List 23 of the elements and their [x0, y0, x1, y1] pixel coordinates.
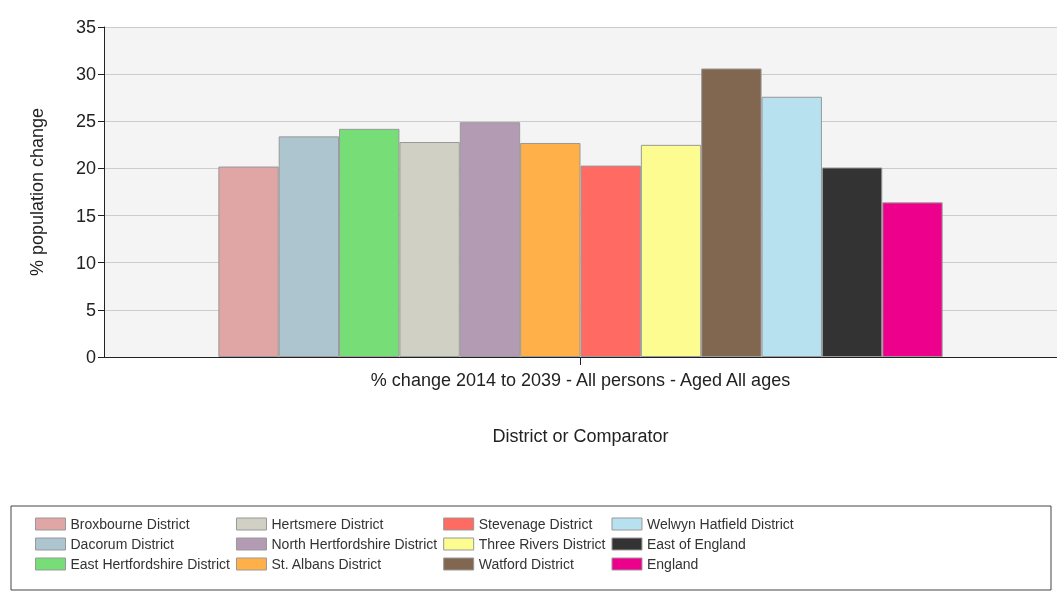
legend-label: East Hertfordshire District [70, 556, 231, 572]
y-tick-label: 30 [75, 64, 96, 85]
legend-label: Dacorum District [70, 536, 175, 552]
legend-label: St. Albans District [271, 556, 382, 572]
legend-label: Three Rivers District [478, 536, 606, 552]
legend-label: Broxbourne District [70, 516, 190, 532]
y-tick-label: 35 [75, 17, 96, 37]
y-tick-label: 25 [75, 111, 96, 132]
legend-label: Watford District [478, 556, 574, 572]
y-tick-label: 5 [85, 299, 96, 320]
y-tick-label: 15 [75, 205, 96, 226]
legend-label: North Hertfordshire District [271, 536, 438, 552]
y-tick-label: 20 [75, 158, 96, 179]
legend-label: East of England [646, 536, 746, 552]
legend-label: Stevenage District [478, 516, 593, 532]
x-axis-title: District or Comparator [492, 426, 669, 446]
legend-label: England [646, 556, 699, 572]
legend-label: Welwyn Hatfield District [646, 516, 794, 532]
y-tick-label: 0 [85, 347, 96, 367]
x-tick-label: % change 2014 to 2039 - All persons - Aged All ages [370, 370, 791, 390]
y-axis-title: % population change [27, 107, 47, 277]
y-tick-label: 10 [75, 252, 96, 273]
legend-label: Hertsmere District [271, 516, 384, 532]
